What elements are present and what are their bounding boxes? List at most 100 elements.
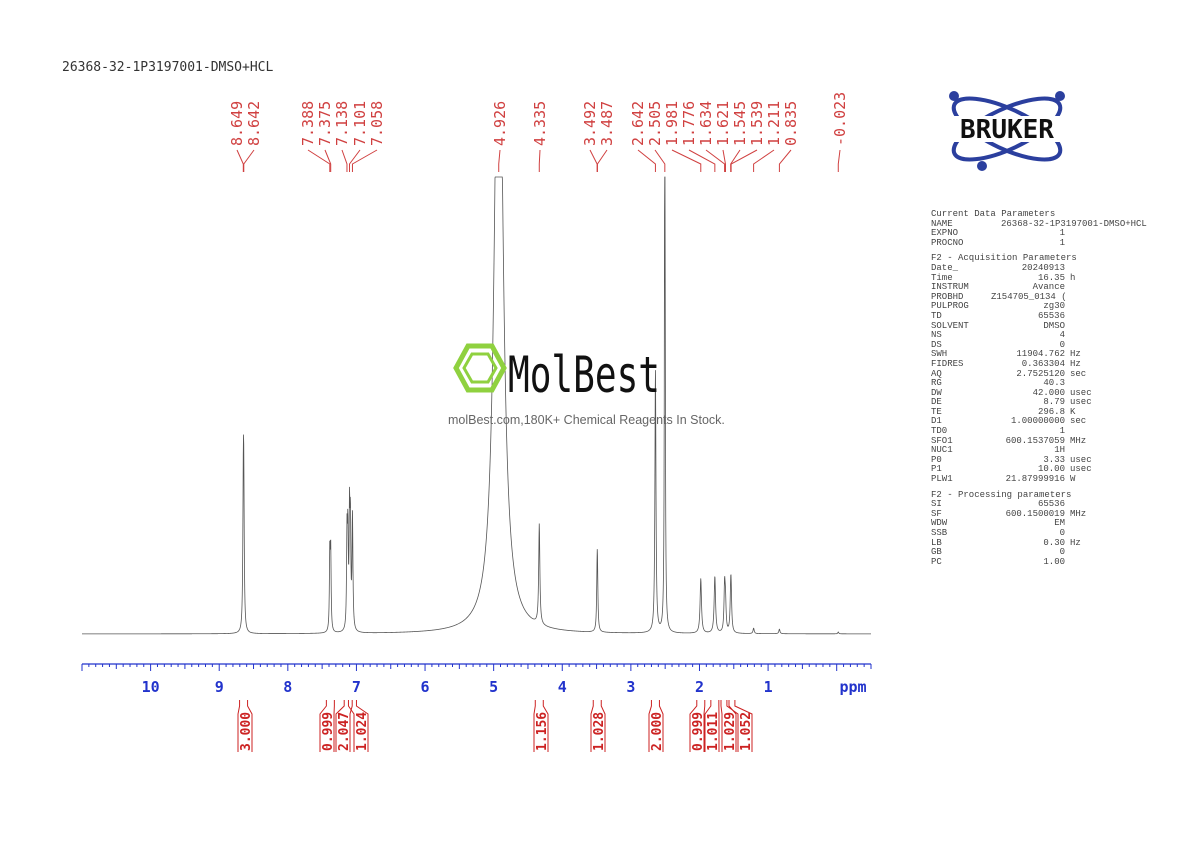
integral-bracket: [704, 700, 720, 752]
peak-label: 1.776: [680, 101, 698, 146]
param-unit: sec: [1070, 416, 1087, 427]
peak-label-connector: [671, 149, 702, 172]
integrals: 3.000 0.999 2.047 1.024 1.156 1.028 2.000 0.999…: [237, 700, 754, 752]
param-value: 65536: [1037, 499, 1065, 510]
peak-label-connector: [837, 149, 841, 172]
param-row: SOLVENT DMSO: [931, 321, 1152, 332]
param-unit: MHz: [1070, 508, 1087, 519]
peak-label: 2.642: [629, 101, 647, 146]
param-value: Avance: [1032, 282, 1065, 293]
param-value: 42.000: [1032, 387, 1065, 398]
param-key: DE: [931, 397, 942, 408]
peak-label: 3.492: [581, 101, 599, 146]
param-key: EXPNO: [931, 228, 959, 239]
x-tick-label: 8: [283, 678, 292, 696]
param-key: TD: [931, 310, 942, 321]
param-key: DS: [931, 339, 942, 350]
peak-label-connector: [243, 149, 255, 172]
peak-label: 1.539: [748, 101, 766, 146]
integral-bracket: [648, 700, 664, 752]
peak-label-connector: [730, 149, 758, 172]
param-unit: [1065, 558, 1070, 568]
param-row: TE 296.8 K: [931, 406, 1152, 418]
param-unit: [1065, 322, 1070, 332]
param-key: PC: [931, 556, 942, 567]
peak-label-connector: [307, 149, 331, 172]
peak-label: 2.505: [646, 101, 664, 146]
param-key: GB: [931, 547, 942, 558]
integral-value: 2.047: [337, 712, 352, 751]
param-row: NUC1 1H: [931, 446, 1152, 456]
peak-label-connector: [236, 149, 244, 172]
peak-label-connector: [498, 149, 501, 172]
peak-label: 1.981: [663, 101, 681, 146]
peak-label-connector: [654, 149, 666, 172]
integral-value: 1.156: [535, 712, 550, 751]
param-key: SF: [931, 508, 942, 519]
peak-label: 4.926: [491, 101, 509, 146]
integral-value: 1.052: [739, 712, 754, 751]
param-value: 0: [1059, 528, 1065, 538]
param-value: 1: [1059, 237, 1065, 248]
param-row: PLW1 21.87999916 W: [931, 474, 1152, 485]
peak-label: 7.101: [351, 101, 369, 146]
param-unit: [1065, 519, 1070, 529]
x-tick-label: 6: [421, 678, 430, 696]
param-key: NAME: [931, 218, 953, 229]
param-key: AQ: [931, 368, 942, 379]
param-value: EM: [1054, 518, 1065, 529]
param-unit: W: [1070, 474, 1076, 485]
param-value: 2.7525120: [1016, 368, 1065, 379]
spectrum-trace: [82, 176, 871, 635]
peak-label-connector: [778, 149, 792, 172]
peak-label: 7.375: [316, 101, 334, 146]
param-key: PLW1: [931, 474, 953, 485]
param-value: 26368-32-1P3197001-DMSO+HCL: [1001, 218, 1147, 229]
param-unit: [1147, 220, 1152, 230]
param-row: D1 1.00000000 sec: [931, 417, 1152, 427]
peak-label-connector: [730, 149, 741, 172]
peak-label-connector: [589, 149, 598, 172]
peak-labels: 8.649 8.642 7.388 7.375 7.138 7.101 7.058 4.926…: [228, 92, 849, 172]
param-key: Time: [931, 272, 953, 283]
param-row: GB 0: [931, 548, 1152, 558]
param-value: 1: [1059, 426, 1065, 437]
spectrum: [82, 176, 871, 635]
acquisition-parameters-panel: Current Data Parameters NAME 26368-32-1P31…: [931, 209, 1152, 568]
param-value: Z154705_0134 (: [991, 291, 1067, 302]
param-unit: [1065, 293, 1070, 303]
param-row: PULPROG zg30: [931, 302, 1152, 312]
peak-label-connector: [705, 149, 726, 172]
param-row: AQ 2.7525120 sec: [931, 368, 1152, 380]
integral-value: 1.028: [592, 712, 607, 751]
param-row: DW 42.000 usec: [931, 387, 1152, 399]
x-tick-label: 3: [626, 678, 635, 696]
param-key: RG: [931, 378, 942, 389]
peak-label: 4.335: [531, 101, 549, 146]
peak-label: 8.649: [228, 101, 246, 146]
param-row: PROCNO 1: [931, 237, 1152, 249]
param-row: Time 16.35 h: [931, 272, 1152, 284]
integral-value: 2.000: [650, 712, 665, 751]
param-value: 0: [1059, 547, 1065, 558]
molbest-watermark: MolBest molBest.com,180K+ Chemical Reage…: [448, 340, 748, 427]
param-row: RG 40.3: [931, 378, 1152, 389]
param-unit: [1065, 548, 1070, 558]
param-unit: usec: [1070, 387, 1092, 398]
integral-bracket: [726, 700, 753, 752]
integral-bracket: [347, 700, 369, 752]
param-key: TD0: [931, 426, 948, 437]
x-axis-label: ppm: [839, 678, 866, 696]
param-row: PC 1.00: [931, 556, 1152, 568]
integral-value: 0.999: [691, 712, 706, 751]
param-key: TE: [931, 406, 942, 417]
param-key: NUC1: [931, 445, 953, 456]
param-unit: MHz: [1070, 435, 1087, 446]
param-value: 20240913: [1021, 262, 1065, 273]
x-tick-label: 2: [695, 678, 704, 696]
integral-value: 1.011: [706, 712, 721, 751]
integral-bracket: [533, 700, 549, 752]
param-value: 0: [1059, 339, 1065, 350]
peak-label-connector: [324, 149, 332, 172]
